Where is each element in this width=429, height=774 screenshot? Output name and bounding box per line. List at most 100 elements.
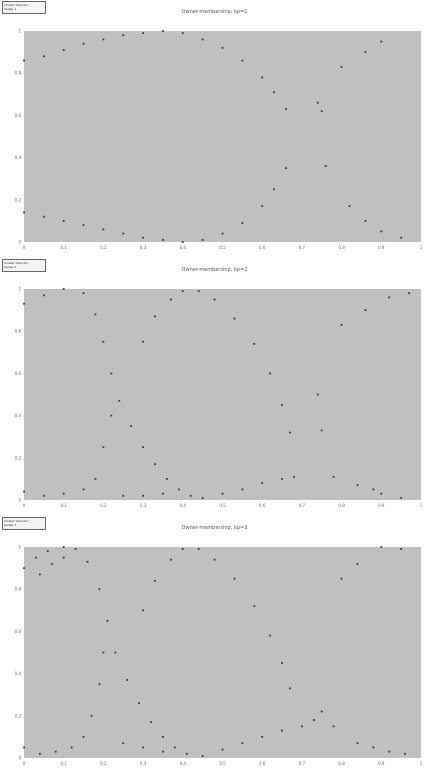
data-point [293,475,295,478]
data-point [364,220,367,222]
x-tick-label: 0.3 [140,761,147,766]
data-point [197,290,200,293]
x-tick-label: 0.1 [61,503,68,508]
data-point [213,298,216,301]
data-point [181,290,184,293]
data-point [162,492,164,495]
x-tick-label: 0.6 [259,761,266,766]
data-point [388,296,391,299]
data-point [102,228,105,231]
data-point [162,750,164,753]
data-point [380,40,383,43]
data-point [213,558,216,561]
data-point [122,232,125,235]
data-point [122,742,125,745]
data-point [281,662,283,664]
data-point [23,567,25,569]
data-point [273,188,276,191]
data-point [42,294,45,297]
data-point [42,494,45,497]
data-point [98,683,101,686]
data-point [62,220,65,222]
data-point [197,548,200,551]
data-point [316,393,319,396]
x-tick-label: 0.6 [259,245,266,250]
data-point [404,752,407,755]
y-tick-label: 0 [18,756,21,761]
data-point [320,110,323,113]
data-point [122,494,125,497]
data-point [253,605,256,607]
y-tick-label: 0.8 [15,329,22,334]
data-point [364,309,367,311]
y-tick-label: 0.4 [15,671,22,676]
data-point [102,446,105,449]
data-point [185,752,188,755]
data-point [23,490,25,493]
data-point [173,746,176,749]
chart-panel: Cluster theorem badge 1 Owner-membership,… [0,0,429,258]
y-tick-label: 0.8 [15,71,22,76]
data-point [316,101,319,104]
data-point [261,76,264,79]
chart-panel: Cluster theorem badge 3 Owner-membership,… [0,516,429,774]
data-point [289,687,291,690]
data-point [201,754,204,757]
data-point [62,492,65,495]
data-point [181,548,184,551]
scatter-plot: 0 0.1 0.2 0.3 0.4 0.5 0.6 0.7 0.8 0.9 1 0 0.2 0.4 0.6 0… [15,287,423,509]
data-point [166,478,168,480]
x-tick-label: 0.3 [140,503,147,508]
data-point [320,429,323,432]
chart-title: Owner-membership, kp=3 [181,525,248,531]
data-point [269,372,272,375]
x-tick-label: 0.5 [219,245,226,250]
data-point [122,34,125,37]
data-point [312,719,315,721]
data-point [102,651,105,654]
data-point [372,746,375,749]
data-point [340,323,343,326]
data-point [54,750,57,753]
data-point [42,55,45,58]
data-point [320,710,323,713]
y-tick-label: 0 [18,240,21,245]
x-tick-label: 0.8 [338,761,345,766]
data-point [102,340,105,343]
x-tick-label: 0.5 [219,503,226,508]
data-point [340,577,343,580]
data-point [110,414,113,417]
x-tick-label: 0.3 [140,245,147,250]
data-point [372,488,375,491]
data-point [380,546,383,548]
data-point [253,342,256,345]
x-tick-label: 0.6 [259,503,266,508]
data-point [241,742,244,745]
legend-badge: Cluster theorem badge 1 [2,1,46,14]
data-point [50,562,53,565]
data-point [221,748,224,751]
y-tick-label: 0.2 [15,197,22,202]
data-point [142,236,144,239]
data-point [82,736,85,738]
data-point [86,560,89,563]
data-point [340,65,343,68]
data-point [177,488,180,491]
data-point [62,288,65,290]
data-point [356,484,359,487]
data-point [356,562,359,565]
data-point [94,478,97,480]
data-point [356,742,359,745]
data-point [400,496,403,499]
x-tick-label: 0.7 [299,503,306,508]
x-tick-label: 0.2 [100,245,107,250]
y-tick-label: 0.6 [15,629,22,634]
data-point [142,494,144,497]
y-tick-label: 0.4 [15,413,22,418]
data-point [62,546,65,548]
x-tick-label: 0.1 [61,761,68,766]
y-tick-label: 1 [18,545,21,550]
x-tick-label: 0.7 [299,761,306,766]
data-point [380,230,383,233]
data-point [281,404,283,406]
